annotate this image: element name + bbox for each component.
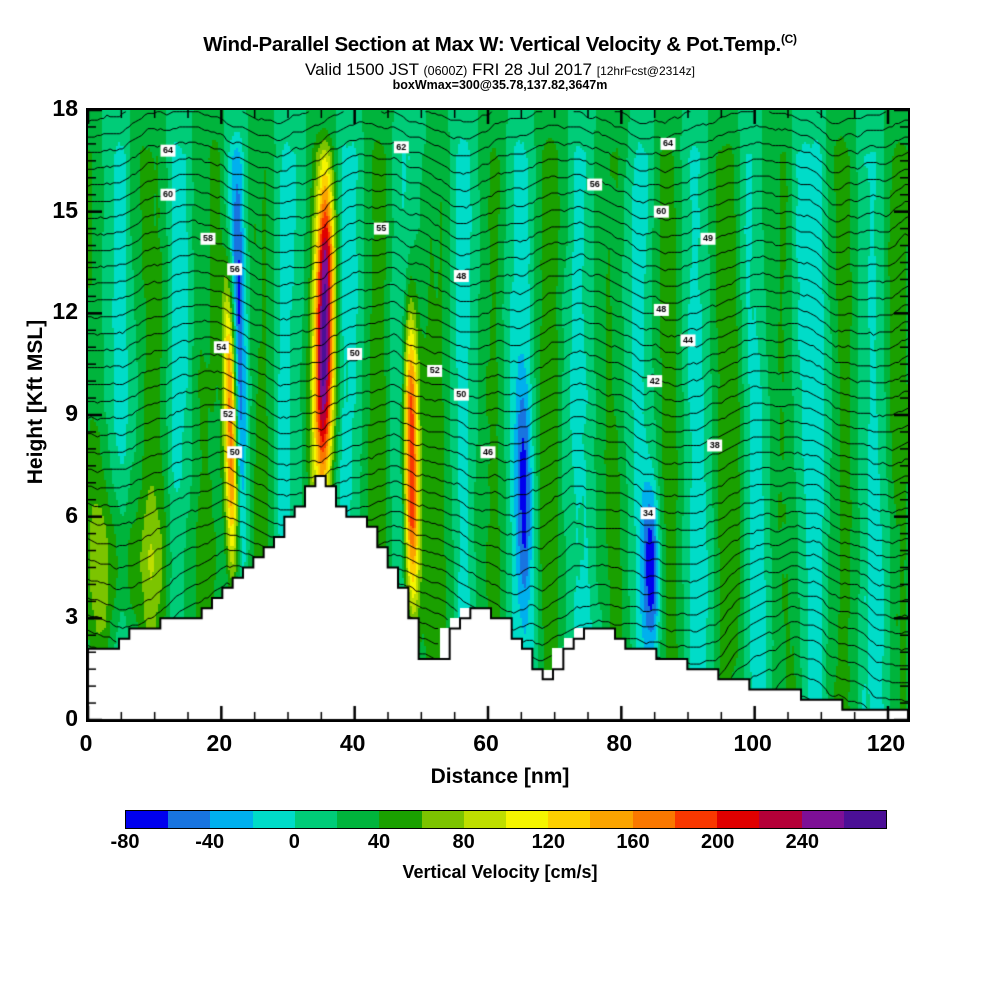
valid-prefix: Valid 1500 JST — [305, 60, 419, 79]
subtitle-boxwmax: boxWmax=300@35.78,137.82,3647m — [392, 78, 608, 92]
colorbar-swatch-11 — [590, 811, 633, 828]
page-title: Wind-Parallel Section at Max W: Vertical… — [0, 32, 1000, 57]
valid-date: FRI 28 Jul 2017 — [472, 60, 593, 79]
x-tick-100: 100 — [733, 730, 772, 756]
colorbar-swatch-8 — [463, 811, 506, 828]
y-tick-6: 6 — [65, 501, 78, 528]
colorbar-label-240: 240 — [785, 831, 820, 853]
colorbar-label-160: 160 — [616, 831, 650, 853]
colorbar-swatch-7 — [421, 811, 464, 828]
y-tick-12: 12 — [52, 298, 78, 325]
y-tick-0: 0 — [65, 705, 78, 731]
colorbar-label-120: 120 — [531, 831, 566, 853]
colorbar-label-80: 80 — [452, 831, 475, 853]
subtitle-valid-time: Valid 1500 JST (0600Z) FRI 28 Jul 2017 [… — [0, 60, 1000, 80]
colorbar-label--40: -40 — [195, 831, 225, 853]
plot-area — [86, 108, 910, 722]
x-tick-0: 0 — [79, 730, 93, 756]
colorbar-swatch-14 — [717, 811, 760, 828]
x-axis-label: Distance [nm] — [430, 765, 570, 788]
colorbar-title: Vertical Velocity [cm/s] — [402, 862, 598, 882]
colorbar-label-0: 0 — [288, 831, 300, 853]
colorbar-swatch-3 — [252, 811, 295, 828]
colorbar-tick-labels: -80 -40 0 40 80 120 160 200 240 — [0, 831, 1000, 857]
colorbar-swatch-12 — [632, 811, 675, 828]
y-tick-15: 15 — [52, 196, 78, 223]
valid-utc: (0600Z) — [423, 64, 468, 78]
colorbar — [125, 810, 887, 829]
x-axis-tick-labels: 0 20 40 60 80 100 120 — [80, 730, 910, 760]
colorbar-swatch-9 — [505, 811, 549, 828]
colorbar-swatch-17 — [843, 811, 886, 828]
y-tick-18: 18 — [52, 95, 78, 121]
colorbar-swatch-4 — [294, 811, 338, 828]
copyright-mark: (C) — [780, 32, 797, 46]
colorbar-swatch-16 — [801, 811, 844, 828]
colorbar-swatch-0 — [126, 811, 169, 828]
x-tick-80: 80 — [606, 730, 633, 756]
x-tick-120: 120 — [866, 730, 906, 756]
colorbar-swatch-5 — [337, 811, 380, 828]
x-tick-40: 40 — [339, 730, 366, 756]
colorbar-swatch-2 — [210, 811, 253, 828]
title-main-text: Wind-Parallel Section at Max W: Vertical… — [203, 32, 781, 56]
x-tick-20: 20 — [206, 730, 233, 756]
y-axis-label: Height [Kft MSL] — [24, 319, 47, 485]
x-tick-60: 60 — [473, 730, 499, 756]
colorbar-label--80: -80 — [110, 831, 140, 853]
colorbar-swatch-15 — [759, 811, 802, 828]
colorbar-swatch-13 — [674, 811, 718, 828]
colorbar-swatch-6 — [379, 811, 422, 828]
colorbar-swatch-1 — [168, 811, 211, 828]
cross-section-canvas — [88, 110, 908, 720]
colorbar-label-40: 40 — [367, 831, 391, 853]
y-tick-3: 3 — [65, 603, 78, 630]
y-axis-tick-labels: 0 3 6 9 12 15 18 — [34, 95, 78, 731]
y-tick-9: 9 — [65, 400, 78, 426]
colorbar-swatch-10 — [548, 811, 591, 828]
colorbar-label-200: 200 — [700, 831, 735, 853]
forecast-tag: [12hrFcst@2314z] — [596, 64, 695, 78]
